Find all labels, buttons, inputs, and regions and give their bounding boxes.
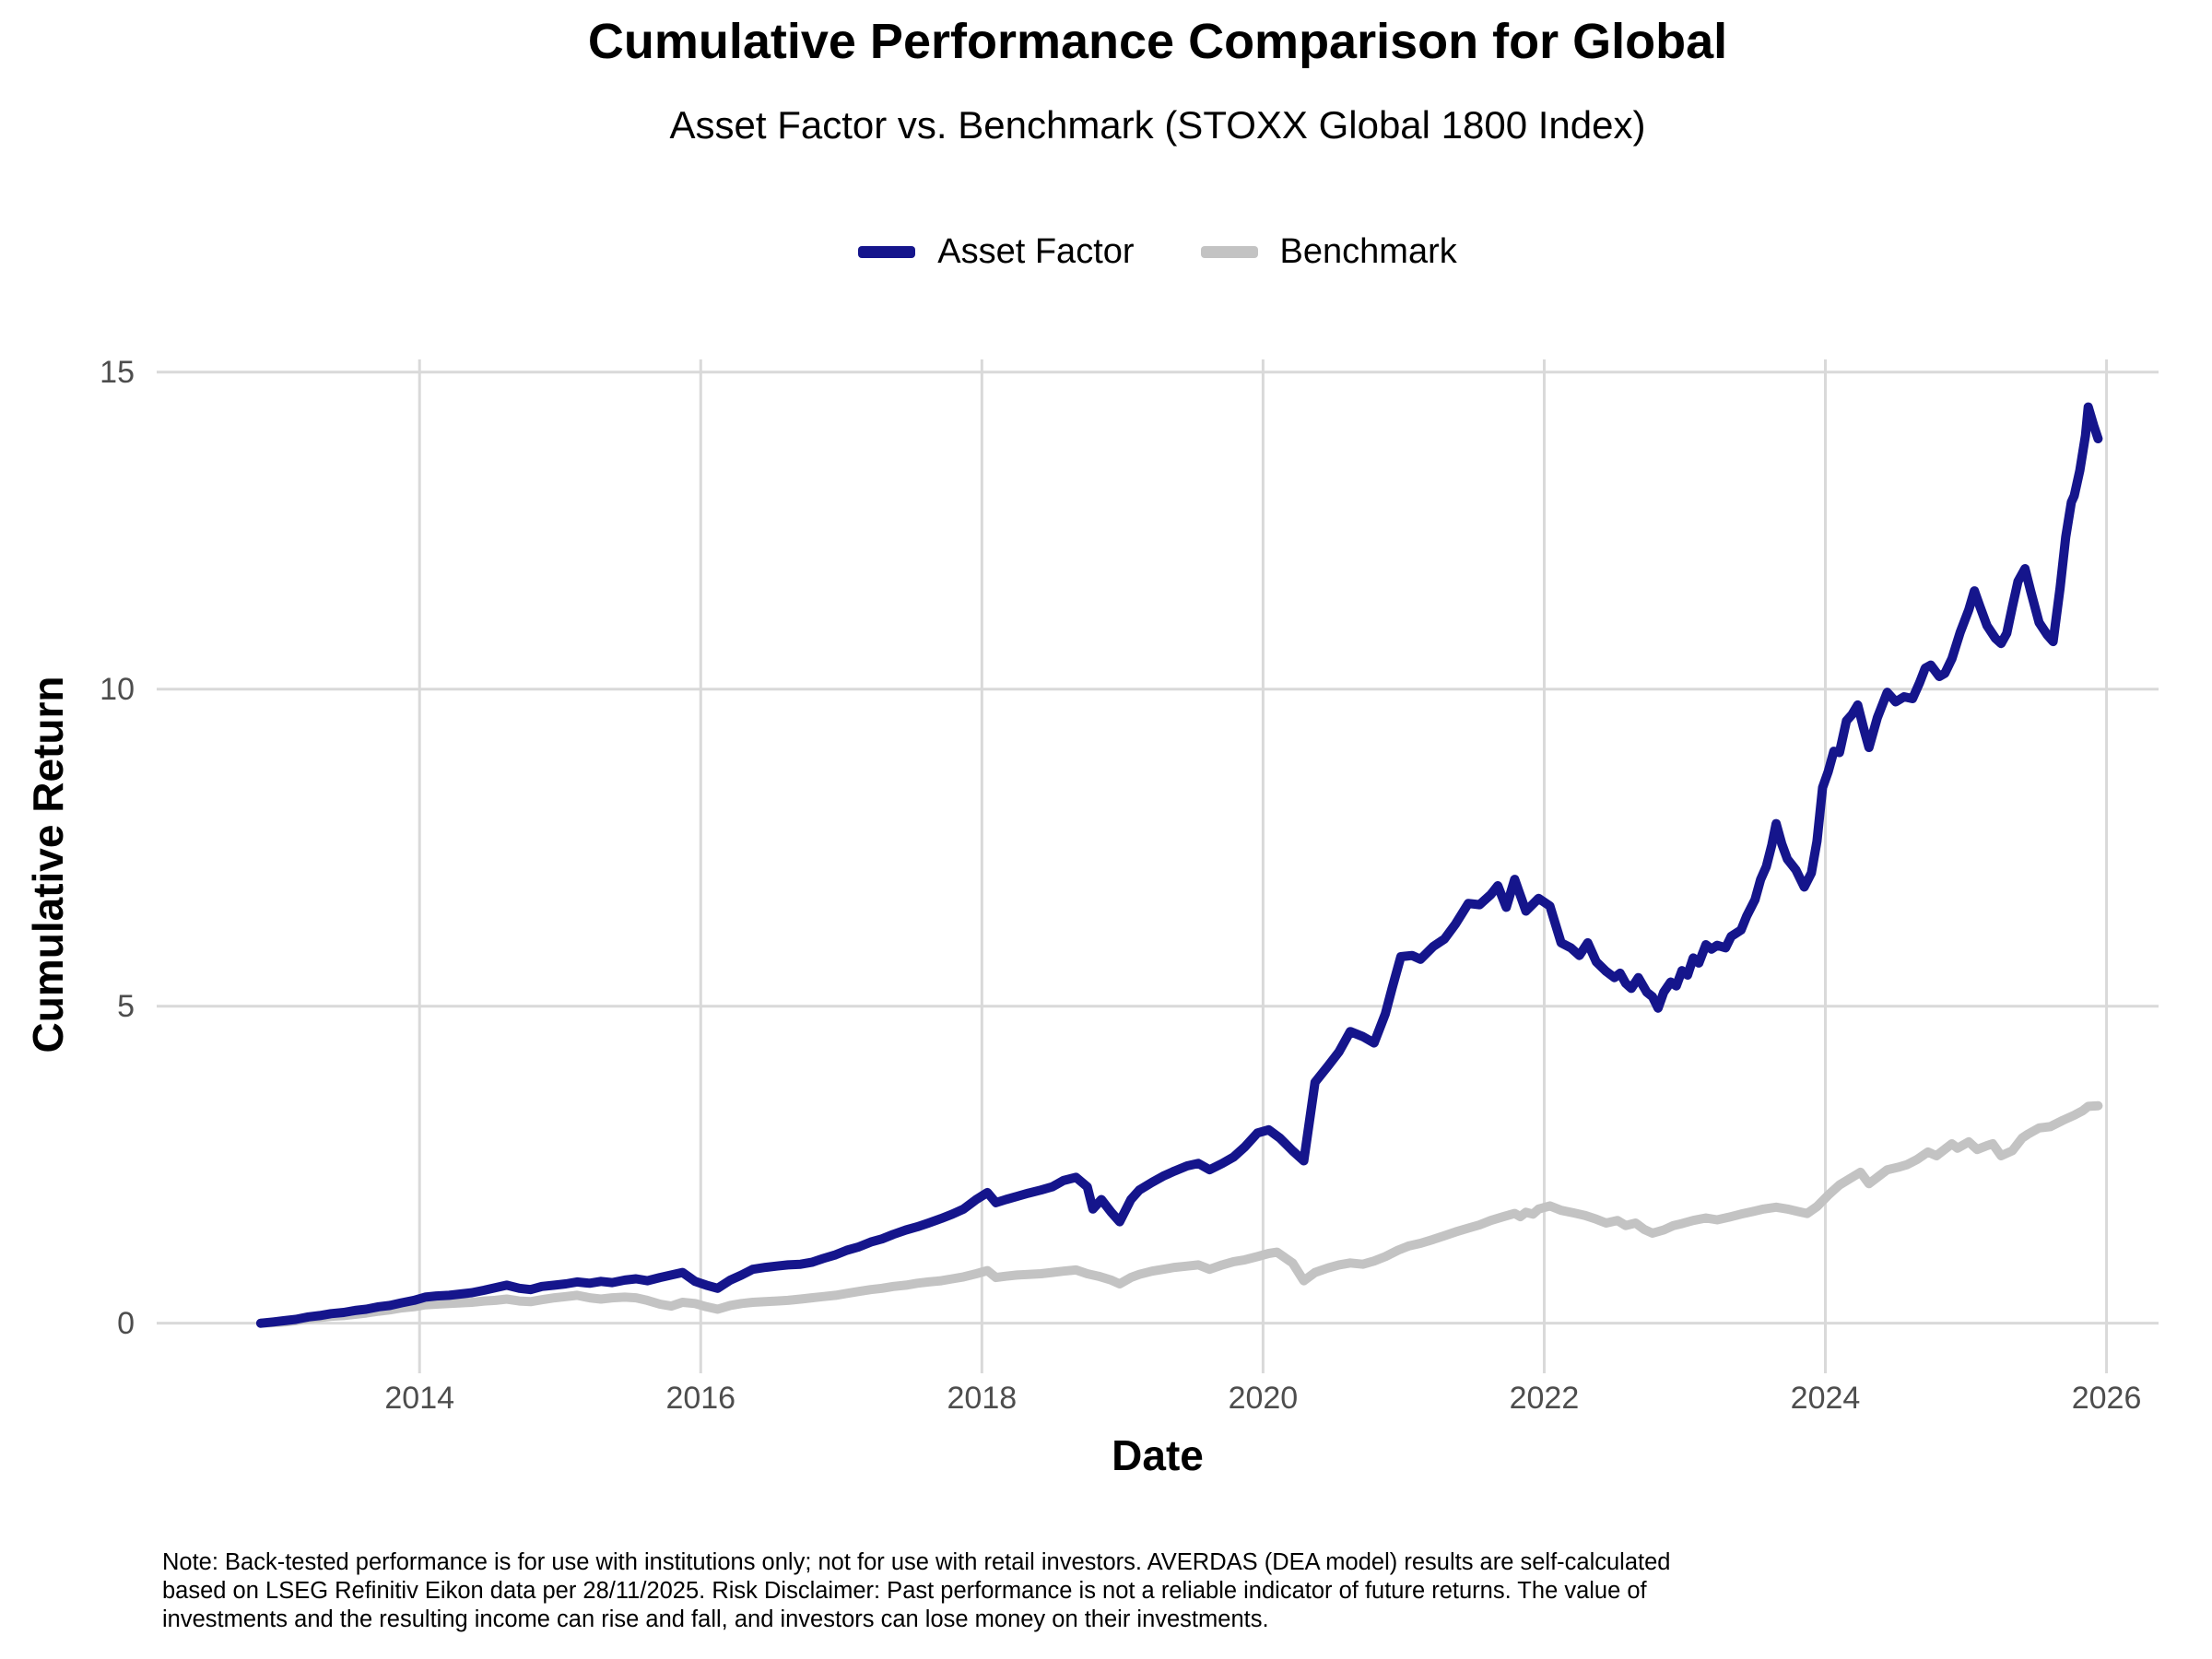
asset-factor-swatch-icon [858, 246, 916, 258]
x-tick-label-2014: 2014 [384, 1381, 455, 1416]
disclaimer-line: investments and the resulting income can… [162, 1606, 1269, 1632]
x-tick-label-2024: 2024 [1790, 1381, 1861, 1416]
legend-item-asset-factor: Asset Factor [858, 232, 1135, 272]
x-tick-label-2022: 2022 [1509, 1381, 1580, 1416]
chart-title: Cumulative Performance Comparison for Gl… [587, 14, 1728, 69]
legend-item-benchmark: Benchmark [1200, 232, 1457, 272]
y-tick-label-15: 15 [100, 354, 135, 390]
legend-label-asset-factor: Asset Factor [937, 232, 1135, 271]
y-tick-label-0: 0 [117, 1305, 135, 1341]
x-tick-label-2018: 2018 [947, 1381, 1018, 1416]
benchmark-swatch-icon [1200, 246, 1258, 258]
series-line-asset-factor [255, 402, 2103, 1328]
y-tick-label-5: 5 [117, 988, 135, 1024]
x-tick-label-2026: 2026 [2071, 1381, 2142, 1416]
disclaimer-note: Note: Back-tested performance is for use… [162, 1548, 1670, 1634]
x-tick-label-2020: 2020 [1228, 1381, 1299, 1416]
series-line-benchmark [255, 1100, 2103, 1328]
legend: Asset Factor Benchmark [157, 232, 2159, 272]
y-tick-label-10: 10 [100, 671, 135, 707]
chart-subtitle: Asset Factor vs. Benchmark (STOXX Global… [669, 103, 1646, 147]
disclaimer-line: based on LSEG Refinitiv Eikon data per 2… [162, 1578, 1647, 1604]
y-axis-title: Cumulative Return [24, 676, 72, 1053]
x-axis-title: Date [1112, 1431, 1204, 1479]
legend-label-benchmark: Benchmark [1279, 232, 1457, 271]
disclaimer-line: Note: Back-tested performance is for use… [162, 1549, 1671, 1575]
x-tick-label-2016: 2016 [665, 1381, 736, 1416]
